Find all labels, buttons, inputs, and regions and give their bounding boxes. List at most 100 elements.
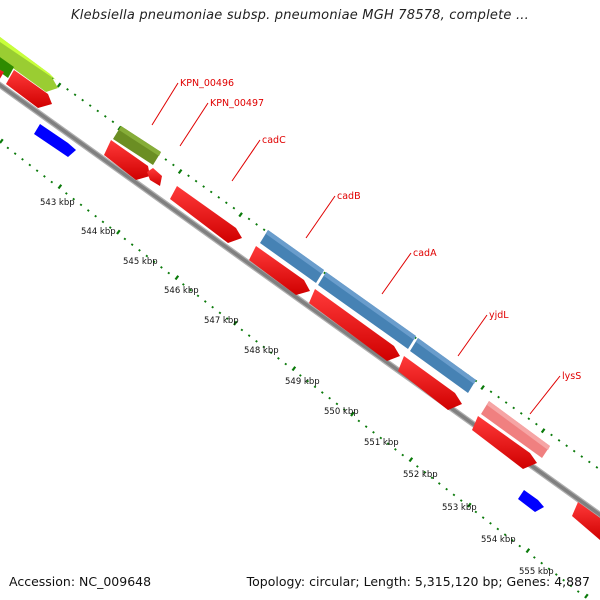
gene-label-cadC: cadC [262,135,286,146]
tick-mark [94,214,97,218]
tick-mark [394,448,397,451]
tick-mark [233,320,238,326]
tick-mark [557,439,561,442]
tick-mark [569,584,573,588]
tick-mark [357,419,361,423]
tick-mark [255,339,258,343]
tick-mark [194,179,198,183]
tick-mark [587,460,591,464]
tick-mark [342,408,346,411]
tick-mark [572,449,576,453]
gene-labels: KPN_00496 KPN_00497 cadC cadB cadA yjdL … [180,78,581,382]
tick-mark [480,384,485,391]
tick-mark [56,82,62,88]
gene-green-1[interactable] [0,34,58,92]
gene-lysS[interactable] [481,401,550,458]
tick-mark [86,209,90,212]
tick-mark [232,206,236,210]
tick-mark [379,436,383,440]
tick-mark [13,152,17,155]
tick-mark [57,184,63,190]
tick-mark [414,336,417,340]
tick-mark [211,305,214,309]
tick-mark [160,266,163,269]
scale-label-555: 555 kbp [519,567,554,577]
gene-red-left-1[interactable] [0,64,4,82]
tick-mark [511,539,514,542]
tick-mark [6,146,10,150]
tick-mark [224,201,228,205]
tick-mark [459,499,463,502]
scale-label-553: 553 kbp [442,503,477,513]
tick-mark [554,573,558,576]
gene-cadC[interactable] [170,186,242,243]
scale-label-547: 547 kbp [204,316,239,326]
gene-blue-small-2[interactable] [518,490,544,512]
map-title: Klebsiella pneumoniae subsp. pneumoniae … [71,8,529,23]
inner-tick-ring [0,138,589,599]
tick-mark [123,237,127,241]
tick-mark [576,590,580,593]
tick-mark [0,138,4,144]
tick-mark [497,395,500,399]
tick-mark [408,457,414,463]
tick-mark [182,283,185,286]
tick-mark [116,229,121,235]
tick-mark [108,226,112,229]
tick-mark [595,466,599,469]
gene-red-cadB-rev[interactable] [249,246,310,295]
gene-blue-small-1[interactable] [34,124,76,157]
tick-mark [35,169,39,173]
gene-red-left-2[interactable] [6,70,52,108]
gene-yjdL[interactable] [410,338,476,393]
tick-mark [503,533,507,537]
tick-mark [550,433,553,437]
tick-mark [145,254,149,258]
tick-mark [81,98,84,102]
tick-mark [152,260,156,264]
gene-label-cadA: cadA [413,248,437,259]
scale-label-549: 549 kbp [285,377,320,387]
tick-mark [196,294,200,298]
tick-mark [255,223,258,226]
tick-mark [423,470,427,474]
tick-mark [535,422,538,426]
gene-red-lysS-rev[interactable] [472,416,537,469]
tick-mark [474,510,478,514]
scale-label-544: 544 kbp [81,227,116,237]
gene-red-yjdL-rev[interactable] [398,356,462,410]
tick-mark [217,196,221,199]
tick-mark [580,455,584,458]
tick-mark [430,476,434,480]
tick-mark [66,88,69,91]
tick-mark [401,453,405,457]
tick-mark [445,487,448,491]
gene-KPN_00497[interactable] [104,140,150,180]
gene-KPN_00496[interactable] [113,126,161,165]
tick-mark [277,357,280,360]
gene-red-small[interactable] [147,168,162,186]
tick-mark [65,192,68,195]
tick-mark [527,417,531,421]
tick-mark [504,401,508,404]
tick-mark [565,444,568,448]
gene-label-lysS: lysS [562,371,581,382]
tick-mark [540,561,544,565]
gene-red-cadA-rev[interactable] [309,289,400,361]
tick-mark [72,197,76,201]
gene-cadA[interactable] [318,272,416,349]
gene-label-KPN_00496: KPN_00496 [180,78,234,89]
tick-mark [247,217,251,221]
gene-cadB[interactable] [260,230,324,283]
tick-mark [164,158,168,161]
tick-mark [481,516,485,519]
tick-mark [386,442,390,446]
tick-mark [130,243,134,246]
gene-red-right[interactable] [572,502,600,540]
tick-mark [416,465,419,468]
tick-mark [489,390,493,394]
tick-mark [96,109,100,113]
tick-mark [174,275,180,281]
tick-mark [189,288,193,292]
